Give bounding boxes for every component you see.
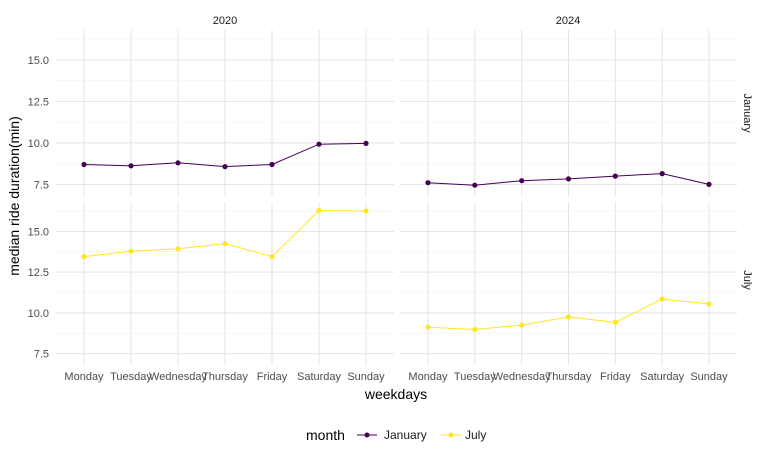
legend-label-july: July (465, 428, 486, 442)
data-point-2020-january-tuesday (128, 163, 134, 169)
legend: month January July (306, 427, 486, 443)
data-point-2020-july-tuesday (128, 248, 134, 254)
data-point-2024-july-sunday (706, 301, 712, 307)
data-point-2020-july-sunday (363, 208, 369, 214)
x-tick-label-2024-wednesday: Wednesday (493, 371, 551, 383)
facet-label-july: July (741, 270, 753, 290)
data-point-2020-july-saturday (316, 207, 322, 214)
y-tick-label-january-0: 7.5 (34, 179, 49, 191)
y-axis-title: median ride duration(min) (6, 116, 22, 276)
data-point-2024-january-tuesday (472, 182, 478, 188)
legend-label-january: January (384, 428, 427, 442)
x-tick-label-2024-monday: Monday (408, 371, 448, 383)
data-point-2020-july-thursday (222, 241, 228, 247)
facet-label-january: January (741, 93, 753, 133)
x-tick-label-2024-sunday: Sunday (690, 371, 728, 383)
data-point-2024-january-sunday (706, 181, 712, 187)
data-point-2024-july-tuesday (472, 326, 478, 333)
x-tick-label-2020-tuesday: Tuesday (110, 371, 152, 383)
y-tick-label-january-3: 15.0 (28, 55, 49, 67)
data-point-2024-january-saturday (659, 171, 665, 177)
data-point-2024-july-thursday (565, 314, 572, 320)
y-tick-label-january-1: 10.0 (28, 138, 49, 150)
data-point-2020-july-friday (269, 254, 275, 260)
data-point-2020-january-friday (269, 161, 275, 168)
y-tick-label-january-2: 12.5 (28, 96, 49, 108)
legend-title: month (306, 427, 345, 443)
panels-layer: 7.5 10.0 12.5 15.0 7.5 10.0 12.5 15.0 Monday Tues… (28, 30, 737, 383)
x-tick-label-2024-tuesday: Tuesday (454, 371, 496, 383)
x-tick-label-2020-sunday: Sunday (347, 371, 385, 383)
data-point-2020-january-thursday (222, 164, 228, 170)
x-tick-label-2024-thursday: Thursday (546, 371, 592, 383)
data-point-2020-january-sunday (363, 140, 369, 146)
data-point-2020-july-monday (81, 254, 87, 260)
data-point-2020-january-wednesday (175, 160, 181, 166)
data-point-2024-july-wednesday (519, 322, 525, 328)
data-point-2024-january-wednesday (519, 178, 525, 184)
data-point-2020-january-monday (81, 161, 87, 168)
y-tick-label-july-1: 10.0 (28, 308, 49, 320)
data-point-2024-july-friday (612, 319, 618, 325)
x-tick-label-2020-friday: Friday (257, 371, 288, 383)
data-point-2024-january-friday (612, 173, 618, 179)
data-point-2020-january-saturday (316, 141, 322, 147)
y-tick-label-july-2: 12.5 (28, 267, 49, 279)
data-point-2024-january-thursday (565, 176, 572, 182)
data-point-2024-july-monday (425, 324, 431, 330)
data-point-2024-july-saturday (659, 296, 665, 302)
legend-key-point-july (448, 432, 454, 438)
data-point-2020-july-wednesday (175, 246, 181, 252)
y-tick-label-july-0: 7.5 (34, 349, 49, 361)
x-tick-label-2020-monday: Monday (64, 371, 104, 383)
facet-label-2020: 2020 (213, 15, 237, 27)
legend-key-point-january (364, 432, 370, 438)
facet-label-2024: 2024 (556, 15, 580, 27)
x-tick-label-2024-saturday: Saturday (640, 371, 685, 383)
x-tick-label-2020-wednesday: Wednesday (149, 371, 207, 383)
x-tick-label-2024-friday: Friday (600, 371, 631, 383)
x-axis-title: weekdays (364, 386, 427, 402)
y-tick-label-july-3: 15.0 (28, 226, 49, 238)
x-tick-label-2020-thursday: Thursday (202, 371, 248, 383)
data-point-2024-january-monday (425, 180, 431, 186)
x-tick-label-2020-saturday: Saturday (297, 371, 342, 383)
